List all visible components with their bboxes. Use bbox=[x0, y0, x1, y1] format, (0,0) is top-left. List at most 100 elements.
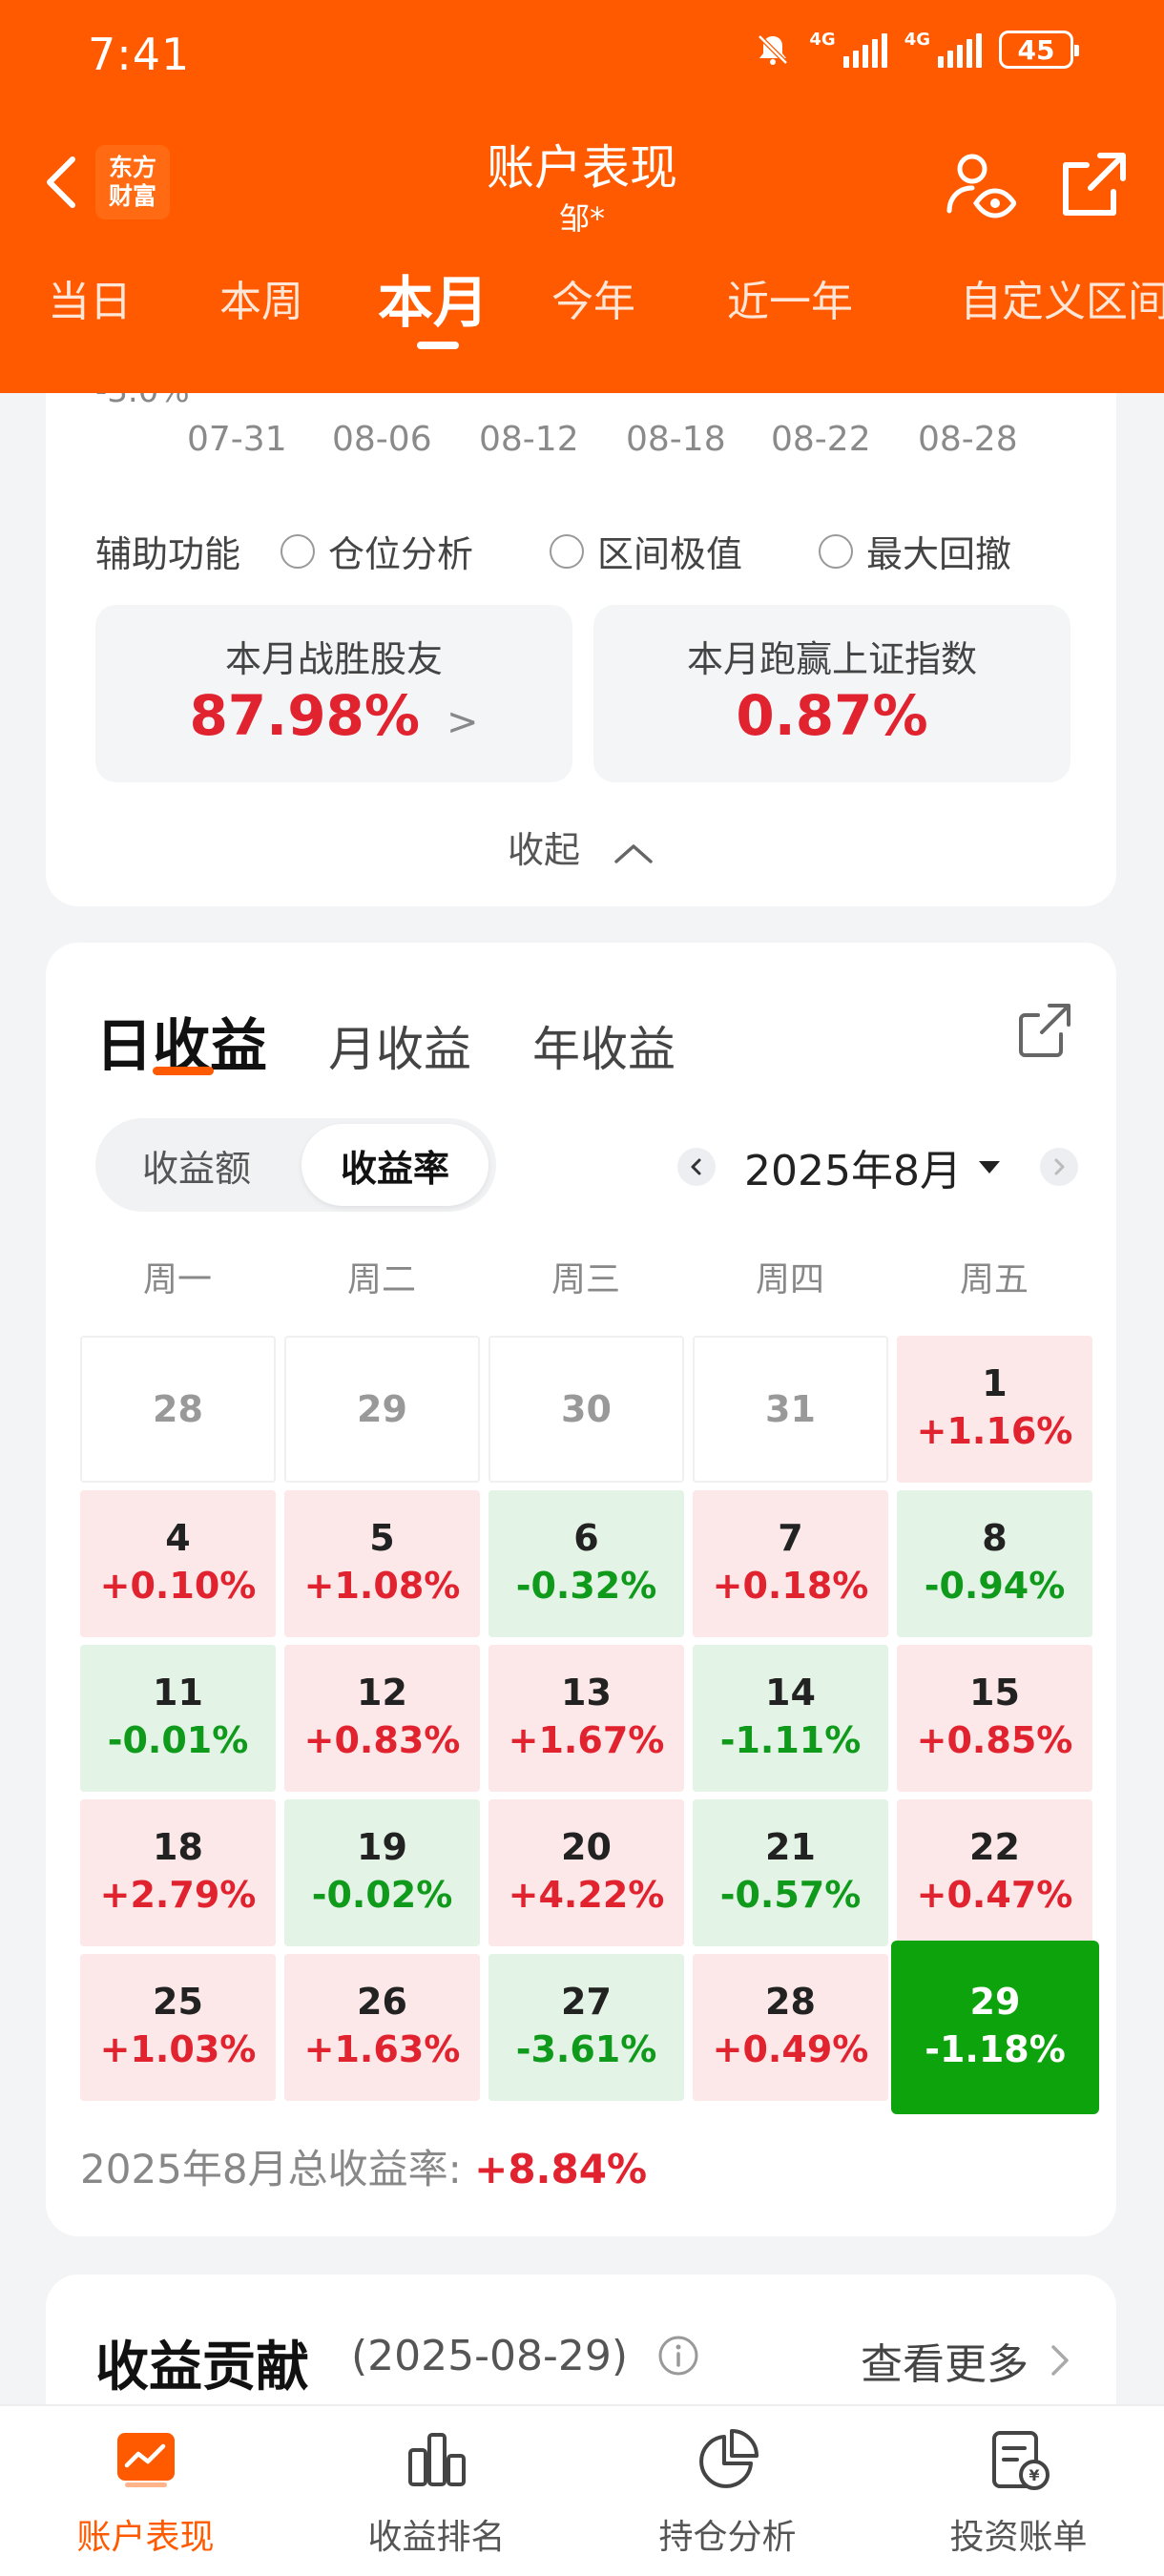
day-return: -0.94% bbox=[924, 1565, 1066, 1607]
calendar-day-cell[interactable]: 8 -0.94% bbox=[897, 1490, 1092, 1637]
weekday-label: 周五 bbox=[959, 1260, 1029, 1299]
day-return: +1.63% bbox=[303, 2028, 461, 2070]
position-analysis-option[interactable]: 仓位分析 bbox=[281, 525, 473, 577]
max-drawdown-option[interactable]: 最大回撤 bbox=[819, 525, 1011, 577]
calendar-day-cell[interactable]: 21 -0.57% bbox=[693, 1799, 888, 1946]
calendar-day-cell[interactable]: 28 +0.49% bbox=[693, 1954, 888, 2101]
radio-icon[interactable] bbox=[550, 533, 585, 569]
option-label: 区间极值 bbox=[597, 533, 743, 575]
calendar-day-cell[interactable]: 20 +4.22% bbox=[488, 1799, 684, 1946]
tab-today[interactable]: 当日 bbox=[48, 278, 132, 326]
status-icons: 4G 4G 45 bbox=[754, 30, 1079, 69]
tab-last-year[interactable]: 近一年 bbox=[727, 278, 853, 326]
collapse-button[interactable]: 收起 bbox=[46, 821, 1116, 873]
see-more-link[interactable]: 查看更多 bbox=[861, 2330, 1074, 2391]
range-extreme-option[interactable]: 区间极值 bbox=[550, 525, 742, 577]
brand-logo: 东方 财富 bbox=[95, 145, 170, 219]
calendar-day-cell[interactable]: 4 +0.10% bbox=[80, 1490, 276, 1637]
radio-icon[interactable] bbox=[819, 533, 854, 569]
weekday-label: 周二 bbox=[346, 1260, 416, 1299]
calendar-day-cell[interactable]: 27 -3.61% bbox=[488, 1954, 684, 2101]
day-return: -0.32% bbox=[515, 1565, 657, 1607]
calendar-day-cell[interactable]: 25 +1.03% bbox=[80, 1954, 276, 2101]
day-number: 7 bbox=[778, 1517, 803, 1559]
calendar-day-cell[interactable]: 13 +1.67% bbox=[488, 1645, 684, 1792]
month-label: 2025年8月 bbox=[744, 1147, 962, 1195]
user-eye-icon bbox=[946, 154, 1016, 218]
day-number: 31 bbox=[765, 1388, 816, 1430]
beat-peers-box[interactable]: 本月战胜股友 87.98% > bbox=[95, 605, 572, 782]
info-icon[interactable] bbox=[656, 2334, 700, 2378]
tab-yearly-returns[interactable]: 年收益 bbox=[532, 1022, 676, 1077]
calendar-day-cell[interactable]: 15 +0.85% bbox=[897, 1645, 1092, 1792]
performance-card: -3.0% 07-31 08-06 08-12 08-18 08-22 08-2… bbox=[46, 343, 1116, 906]
radio-icon[interactable] bbox=[281, 533, 316, 569]
day-return: -1.11% bbox=[719, 1719, 862, 1761]
calendar-day-cell[interactable]: 1 +1.16% bbox=[897, 1336, 1092, 1483]
tab-this-week[interactable]: 本周 bbox=[219, 278, 303, 326]
month-selector[interactable]: 2025年8月 bbox=[744, 1136, 1000, 1197]
tab-this-year[interactable]: 今年 bbox=[551, 278, 635, 326]
mute-bell-icon bbox=[758, 34, 789, 65]
nav-return-ranking[interactable]: 收益排名 bbox=[291, 2425, 582, 2559]
next-month-button[interactable] bbox=[1040, 1148, 1078, 1186]
day-return: -3.61% bbox=[515, 2028, 657, 2070]
calendar-day-cell[interactable]: 14 -1.11% bbox=[693, 1645, 888, 1792]
tab-monthly-returns[interactable]: 月收益 bbox=[328, 1022, 471, 1077]
calendar-cell-empty: 30 bbox=[488, 1336, 684, 1483]
prev-month-button[interactable] bbox=[677, 1148, 717, 1186]
calendar-day-cell[interactable]: 19 -0.02% bbox=[284, 1799, 480, 1946]
day-number: 15 bbox=[969, 1672, 1020, 1714]
calendar-day-cell[interactable]: 5 +1.08% bbox=[284, 1490, 480, 1637]
day-return: +4.22% bbox=[508, 1874, 665, 1916]
segment-amount[interactable]: 收益额 bbox=[141, 1147, 251, 1190]
day-return: +0.49% bbox=[712, 2028, 869, 2070]
nav-investment-bill[interactable]: ¥ 投资账单 bbox=[873, 2425, 1164, 2559]
calendar-day-cell[interactable]: 26 +1.63% bbox=[284, 1954, 480, 2101]
day-return: -0.02% bbox=[311, 1874, 453, 1916]
calendar-day-cell[interactable]: 6 -0.32% bbox=[488, 1490, 684, 1637]
x-tick: 08-22 bbox=[771, 420, 871, 459]
nav-holdings-analysis[interactable]: 持仓分析 bbox=[582, 2425, 873, 2559]
segment-rate[interactable]: 收益率 bbox=[301, 1124, 488, 1206]
calendar-day-cell[interactable]: 7 +0.18% bbox=[693, 1490, 888, 1637]
returns-card: 日收益 月收益 年收益 收益额 收益率 2025年8月 周一 周二 周三 周四 … bbox=[46, 943, 1116, 2236]
calendar-cell-empty: 29 bbox=[284, 1336, 480, 1483]
account-view-button[interactable] bbox=[935, 141, 1021, 227]
month-total-value: +8.84% bbox=[474, 2146, 648, 2192]
calendar-day-cell[interactable]: 29 -1.18% bbox=[891, 1941, 1099, 2114]
calendar-day-cell[interactable]: 22 +0.47% bbox=[897, 1799, 1092, 1946]
day-return: +2.79% bbox=[99, 1874, 257, 1916]
share-button[interactable] bbox=[1051, 141, 1137, 227]
day-return: +1.03% bbox=[99, 2028, 257, 2070]
signal-icon-2: 4G bbox=[904, 31, 982, 68]
calendar-day-cell[interactable]: 11 -0.01% bbox=[80, 1645, 276, 1792]
calendar-day-cell[interactable]: 12 +0.83% bbox=[284, 1645, 480, 1792]
day-number: 18 bbox=[153, 1826, 203, 1868]
x-tick: 08-06 bbox=[332, 420, 432, 459]
day-number: 4 bbox=[165, 1517, 191, 1559]
chart-icon bbox=[116, 2433, 175, 2487]
battery-icon: 45 bbox=[999, 31, 1079, 69]
share-icon[interactable] bbox=[1011, 996, 1078, 1063]
beat-index-value: 0.87% bbox=[736, 683, 928, 748]
logo-text-2: 财富 bbox=[108, 182, 156, 210]
aux-functions: 辅助功能 仓位分析 区间极值 最大回撤 bbox=[95, 525, 1088, 577]
battery-level: 45 bbox=[1017, 33, 1055, 66]
x-tick: 08-18 bbox=[626, 420, 726, 459]
weekday-label: 周四 bbox=[755, 1260, 824, 1299]
network-type: 4G bbox=[809, 30, 836, 50]
nav-account-performance[interactable]: 账户表现 bbox=[0, 2425, 291, 2559]
day-return: +0.18% bbox=[712, 1565, 869, 1607]
day-number: 27 bbox=[561, 1981, 612, 2023]
period-tabs: 当日 本周 本月 今年 近一年 自定义区间 bbox=[0, 267, 1164, 349]
back-button[interactable] bbox=[32, 149, 90, 216]
tab-this-month[interactable]: 本月 bbox=[378, 270, 489, 335]
day-number: 11 bbox=[153, 1672, 203, 1714]
tab-custom-range[interactable]: 自定义区间 bbox=[960, 278, 1164, 326]
month-navigator: 2025年8月 bbox=[677, 1133, 1078, 1200]
month-total: 2025年8月总收益率: +8.84% bbox=[80, 2137, 647, 2195]
weekday-header: 周一 周二 周三 周四 周五 bbox=[80, 1252, 1093, 1299]
chevron-left-icon bbox=[47, 156, 75, 208]
calendar-day-cell[interactable]: 18 +2.79% bbox=[80, 1799, 276, 1946]
